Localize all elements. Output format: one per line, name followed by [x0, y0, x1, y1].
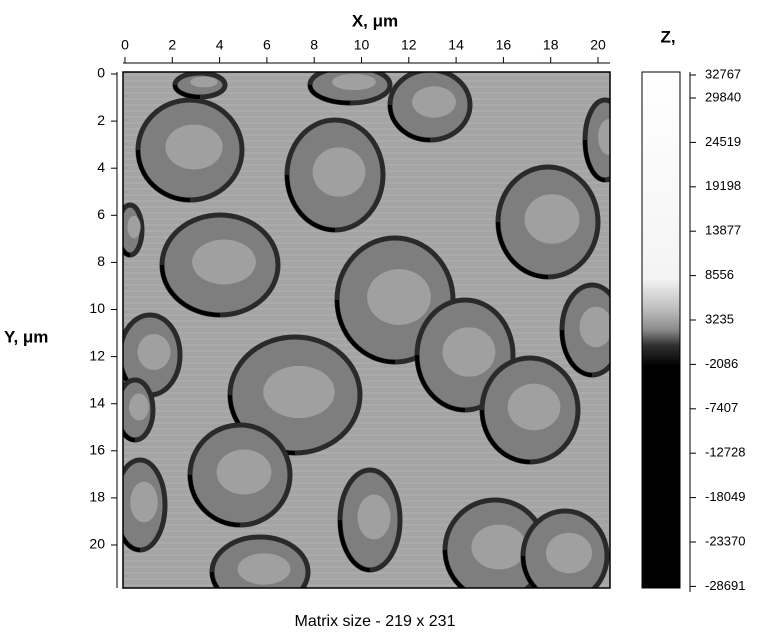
colorbar-tick-label: -28691 [705, 578, 745, 593]
x-tick-label: 6 [263, 37, 271, 53]
cell-center [217, 450, 272, 495]
y-tick-label: 10 [89, 300, 105, 316]
cell-center [313, 147, 366, 197]
colorbar-tick-label: 32767 [705, 66, 741, 81]
cell-center [129, 394, 149, 421]
x-tick-label: 20 [590, 37, 606, 53]
colorbar-tick-label: -2086 [705, 356, 738, 371]
y-tick-label: 0 [97, 65, 105, 81]
cell-center [165, 125, 222, 170]
cell-center [580, 307, 613, 348]
colorbar-tick-label: 29840 [705, 89, 741, 104]
cell-center [190, 77, 218, 88]
colorbar-tick-label: 3235 [705, 311, 734, 326]
colorbar-tick-label: -23370 [705, 533, 745, 548]
y-tick-label: 2 [97, 112, 105, 128]
colorbar-tick-label: -18049 [705, 489, 745, 504]
cell-center [412, 86, 456, 118]
x-tick-label: 18 [543, 37, 559, 53]
cell-center [238, 553, 291, 585]
x-tick-label: 4 [216, 37, 224, 53]
x-tick-label: 14 [448, 37, 464, 53]
cell-center [546, 533, 592, 574]
colorbar-tick-label: 8556 [705, 267, 734, 282]
cell-center [443, 327, 496, 377]
cell-center [192, 240, 256, 285]
x-tick-label: 10 [354, 37, 370, 53]
cell-center [508, 384, 561, 431]
x-tick-label: 16 [496, 37, 512, 53]
cell-center [525, 194, 580, 244]
y-tick-label: 16 [89, 442, 105, 458]
cell-center [127, 216, 140, 239]
y-axis-title: Y, μm [4, 327, 48, 346]
y-tick-label: 12 [89, 347, 105, 363]
colorbar-tick-label: 13877 [705, 223, 741, 238]
y-tick-label: 18 [89, 489, 105, 505]
cell-center [598, 119, 620, 155]
cell-center [472, 525, 527, 570]
y-tick-label: 8 [97, 253, 105, 269]
y-tick-label: 6 [97, 206, 105, 222]
x-tick-label: 2 [168, 37, 176, 53]
x-tick-label: 0 [121, 37, 129, 53]
colorbar-title: Z, [660, 27, 675, 46]
colorbar [642, 72, 680, 588]
cell-center [263, 366, 335, 418]
cell-center [138, 334, 171, 370]
cell-center [358, 495, 391, 540]
y-tick-label: 4 [97, 159, 105, 175]
y-tick-label: 14 [89, 394, 105, 410]
colorbar-tick-label: 19198 [705, 178, 741, 193]
x-tick-label: 12 [401, 37, 417, 53]
cell-center [367, 269, 431, 325]
y-tick-label: 20 [89, 536, 105, 552]
x-axis-title: X, μm [352, 11, 398, 30]
scan-image [115, 67, 625, 607]
caption: Matrix size - 219 x 231 [295, 613, 456, 630]
colorbar-tick-label: -7407 [705, 400, 738, 415]
cell-center [130, 482, 158, 523]
colorbar-tick-label: -12728 [705, 445, 745, 460]
x-tick-label: 8 [310, 37, 318, 53]
colorbar-tick-label: 24519 [705, 134, 741, 149]
afm-view: X, μm Y, μm Z, Matrix size - 219 x 231 0… [0, 0, 768, 636]
cell-center [332, 74, 376, 90]
